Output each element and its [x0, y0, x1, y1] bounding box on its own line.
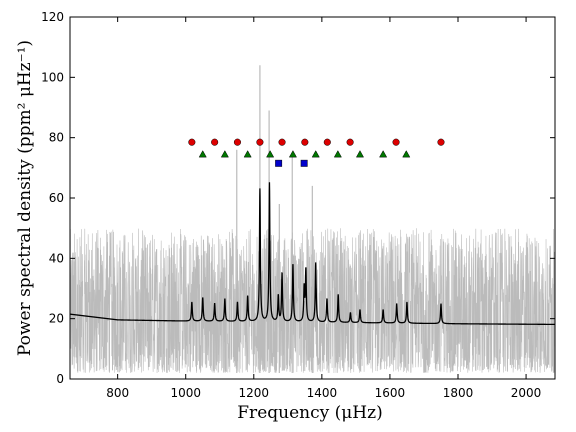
mode-markers — [188, 138, 445, 167]
y-tick-label: 80 — [49, 131, 64, 145]
l0-marker — [256, 138, 264, 146]
x-tick-label: 1400 — [307, 386, 338, 400]
y-tick-label: 20 — [49, 312, 64, 326]
x-axis: 800 1000 1200 1400 1600 1800 2000 — [106, 17, 541, 400]
x-tick-label: 1200 — [239, 386, 270, 400]
l0-marker — [323, 138, 331, 146]
l1-marker — [402, 150, 411, 158]
l1-marker — [266, 150, 275, 158]
y-axis: 0 20 40 60 80 100 120 — [41, 10, 555, 386]
l1-marker — [311, 150, 320, 158]
x-axis-label: Frequency (μHz) — [237, 403, 382, 423]
fit-line — [70, 182, 555, 326]
l0-marker — [278, 138, 286, 146]
l2-marker — [300, 159, 308, 167]
l1-marker — [243, 150, 252, 158]
y-tick-label: 40 — [49, 251, 64, 265]
l0-marker — [392, 138, 400, 146]
l0-marker — [437, 138, 445, 146]
l1-marker — [220, 150, 229, 158]
l1-marker — [333, 150, 342, 158]
l0-marker — [188, 138, 196, 146]
l0-marker — [211, 138, 219, 146]
x-tick-label: 1000 — [170, 386, 201, 400]
l0-marker — [233, 138, 242, 146]
x-tick-label: 800 — [106, 386, 129, 400]
l1-marker — [355, 150, 365, 158]
x-tick-label: 1800 — [443, 386, 474, 400]
fit-model — [70, 182, 555, 326]
y-axis-label: Power spectral density (ppm² μHz⁻¹) — [15, 40, 35, 356]
l1-marker — [198, 150, 207, 158]
y-tick-label: 60 — [49, 191, 64, 205]
l1-marker — [379, 150, 388, 158]
y-tick-label: 100 — [41, 70, 64, 84]
y-tick-label: 120 — [41, 10, 64, 24]
x-tick-label: 1600 — [375, 386, 406, 400]
power-spectrum — [70, 65, 555, 374]
l2-marker — [275, 159, 283, 167]
l1-marker — [288, 150, 297, 158]
l0-marker — [346, 138, 354, 146]
x-tick-label: 2000 — [511, 386, 542, 400]
y-tick-label: 0 — [56, 372, 64, 386]
l0-marker — [301, 138, 309, 146]
